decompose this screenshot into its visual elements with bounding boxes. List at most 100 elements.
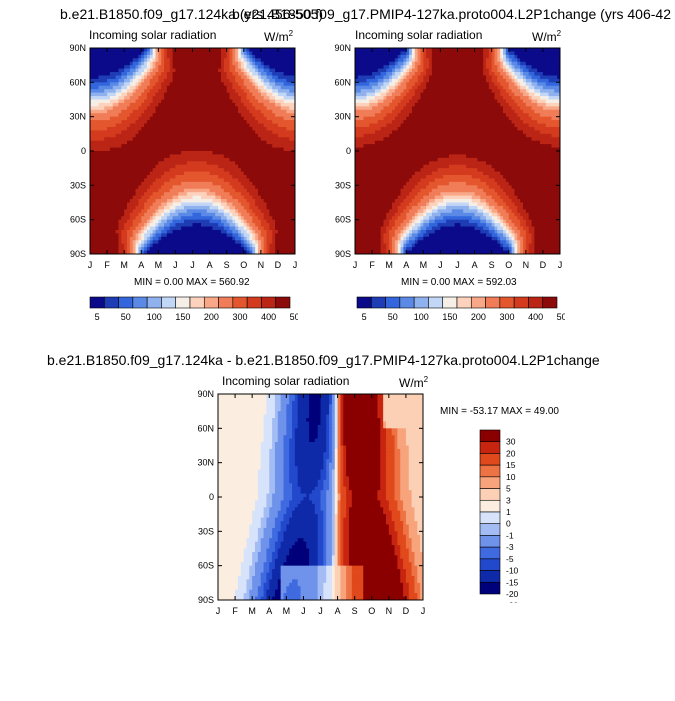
- heatmap-cell: [155, 82, 159, 87]
- heatmap-cell: [363, 72, 367, 76]
- heatmap-cell: [266, 120, 270, 124]
- heatmap-cell: [363, 68, 367, 73]
- heatmap-cell: [226, 61, 230, 66]
- heatmap-cell: [212, 144, 216, 148]
- heatmap-cell: [127, 54, 131, 59]
- heatmap-cell: [203, 85, 208, 90]
- heatmap-cell: [263, 126, 267, 131]
- heatmap-cell: [98, 247, 102, 251]
- heatmap-cell: [525, 61, 530, 66]
- heatmap-cell: [283, 175, 287, 179]
- heatmap-cell: [272, 154, 276, 159]
- heatmap-cell: [124, 140, 128, 145]
- heatmap-cell: [175, 51, 179, 56]
- heatmap-cell: [260, 68, 265, 73]
- heatmap-cell: [104, 137, 108, 142]
- heatmap-cell: [272, 151, 276, 155]
- heatmap-cell: [195, 144, 199, 148]
- heatmap-cell: [257, 85, 262, 90]
- heatmap-cell: [186, 75, 191, 80]
- heatmap-cell: [212, 223, 216, 227]
- heatmap-cell: [280, 116, 285, 121]
- heatmap-cell: [266, 58, 270, 63]
- heatmap-cell: [195, 68, 199, 73]
- heatmap-cell: [107, 123, 111, 128]
- heatmap-cell: [400, 65, 404, 69]
- heatmap-cell: [369, 54, 373, 59]
- heatmap-cell: [383, 54, 387, 59]
- heatmap-cell: [169, 209, 173, 214]
- heatmap-cell: [269, 154, 273, 159]
- heatmap-cell: [246, 181, 250, 186]
- heatmap-cell: [201, 195, 205, 200]
- heatmap-cell: [149, 106, 154, 111]
- heatmap-cell: [272, 209, 276, 214]
- heatmap-cell: [158, 168, 162, 172]
- heatmap-cell: [240, 116, 245, 121]
- heatmap-cell: [272, 240, 276, 245]
- heatmap-cell: [411, 72, 416, 76]
- heatmap-cell: [183, 247, 188, 251]
- heatmap-cell: [218, 175, 222, 179]
- heatmap-cell: [178, 233, 182, 238]
- heatmap-cell: [448, 72, 453, 76]
- heatmap-cell: [263, 137, 267, 142]
- heatmap-cell: [172, 137, 176, 142]
- heatmap-cell: [280, 219, 285, 224]
- heatmap-cell: [195, 82, 199, 87]
- heatmap-cell: [135, 209, 139, 214]
- heatmap-cell: [141, 188, 145, 193]
- heatmap-cell: [201, 219, 205, 224]
- heatmap-cell: [235, 216, 239, 221]
- heatmap-cell: [138, 236, 142, 241]
- heatmap-cell: [209, 216, 213, 221]
- heatmap-cell: [226, 89, 230, 94]
- heatmap-cell: [161, 82, 165, 87]
- heatmap-cell: [175, 229, 179, 234]
- heatmap-cell: [144, 116, 148, 121]
- heatmap-cell: [505, 68, 510, 73]
- heatmap-cell: [107, 205, 111, 210]
- heatmap-cell: [503, 48, 507, 52]
- heatmap-cell: [164, 164, 168, 169]
- heatmap-cell: [164, 181, 168, 186]
- heatmap-cell: [178, 209, 182, 214]
- heatmap-cell: [206, 116, 210, 121]
- heatmap-cell: [203, 161, 208, 166]
- colorbar-label: 400: [261, 312, 276, 322]
- heatmap-cell: [155, 168, 159, 172]
- heatmap-cell: [240, 229, 245, 234]
- heatmap-cell: [209, 123, 213, 128]
- heatmap-cell: [263, 223, 267, 227]
- heatmap-cell: [109, 130, 114, 135]
- heatmap-cell: [109, 164, 114, 169]
- heatmap-cell: [557, 58, 561, 63]
- heatmap-cell: [90, 147, 94, 152]
- heatmap-cell: [198, 229, 202, 234]
- heatmap-cell: [104, 202, 108, 207]
- heatmap-cell: [226, 154, 230, 159]
- heatmap-cell: [155, 78, 159, 83]
- heatmap-cell: [255, 116, 259, 121]
- heatmap-cell: [443, 61, 447, 66]
- heatmap-cell: [292, 144, 296, 148]
- heatmap-cell: [540, 68, 544, 73]
- heatmap-cell: [192, 212, 196, 217]
- heatmap-cell: [220, 185, 225, 190]
- heatmap-cell: [192, 144, 196, 148]
- heatmap-cell: [252, 243, 256, 248]
- heatmap-cell: [206, 133, 210, 138]
- heatmap-cell: [164, 157, 168, 162]
- heatmap-cell: [203, 223, 208, 227]
- heatmap-cell: [246, 199, 250, 203]
- heatmap-cell: [232, 99, 236, 104]
- heatmap-cell: [138, 219, 142, 224]
- heatmap-cell: [226, 250, 230, 255]
- heatmap-cell: [215, 123, 219, 128]
- heatmap-cell: [257, 233, 262, 238]
- heatmap-cell: [511, 54, 515, 59]
- heatmap-cell: [118, 175, 122, 179]
- heatmap-cell: [277, 243, 282, 248]
- heatmap-cell: [135, 68, 139, 73]
- heatmap-cell: [220, 240, 225, 245]
